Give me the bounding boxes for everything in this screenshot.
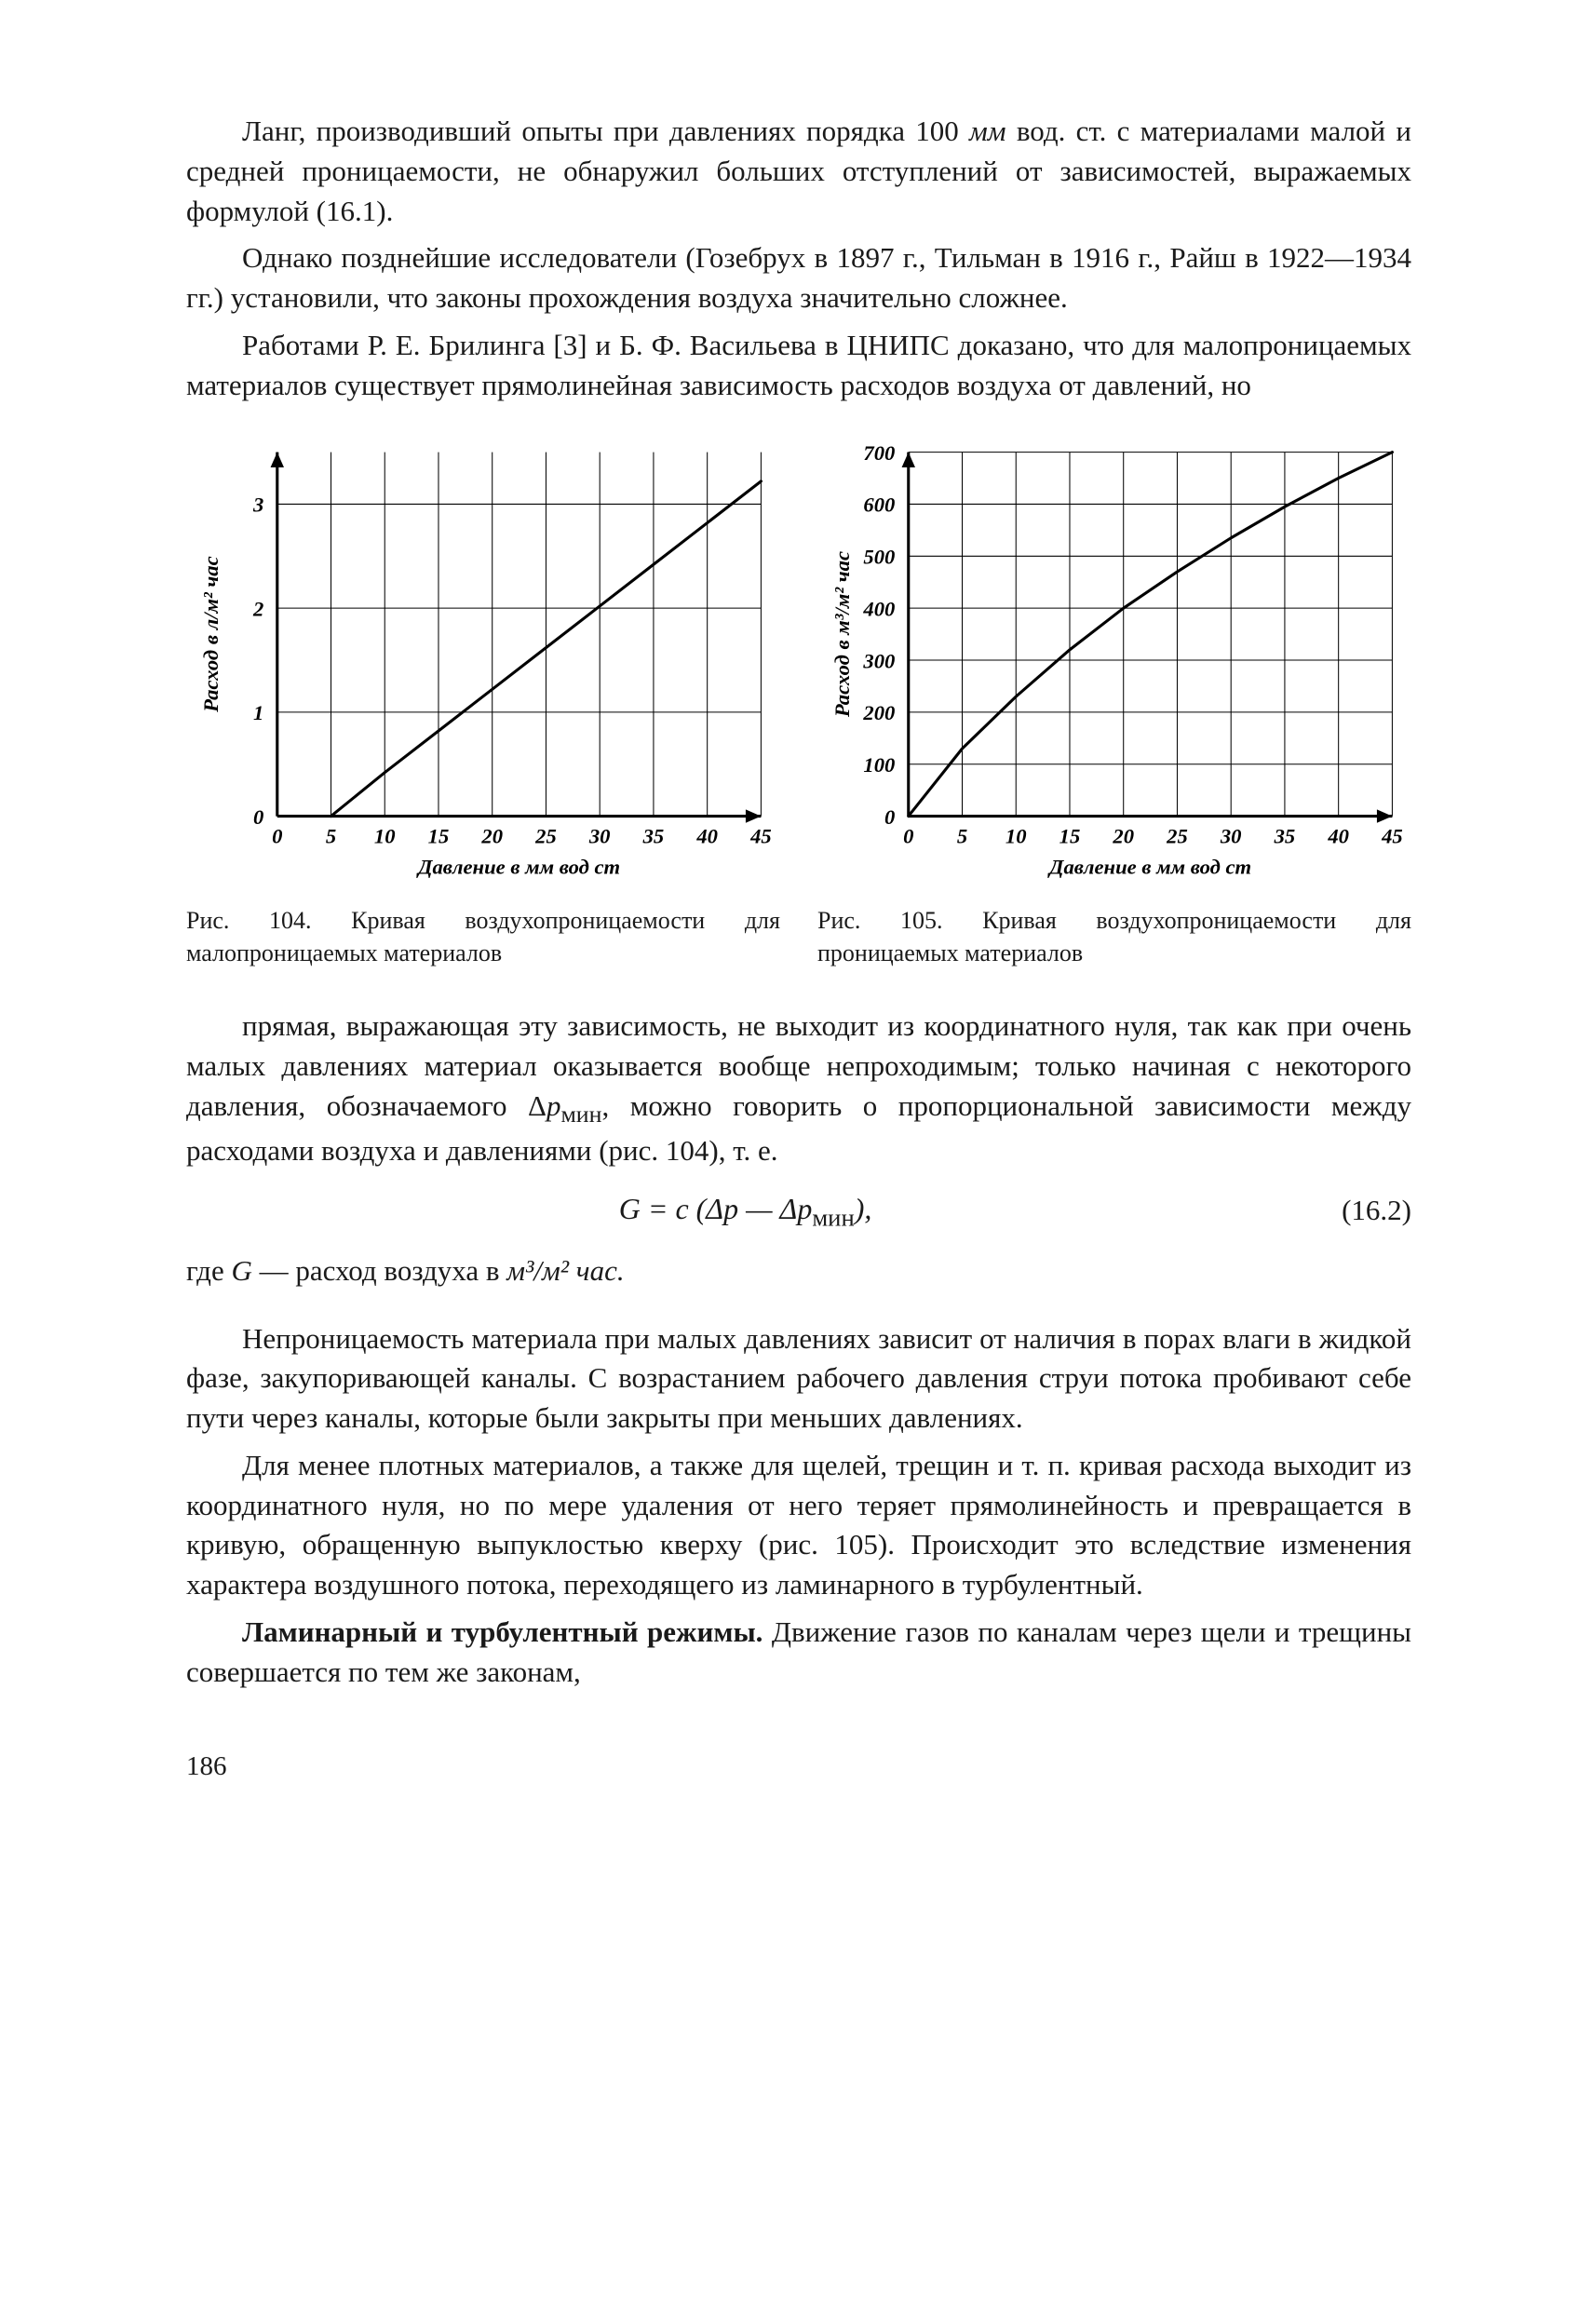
svg-text:40: 40: [695, 825, 718, 848]
svg-text:40: 40: [1327, 825, 1349, 848]
svg-text:45: 45: [749, 825, 772, 848]
svg-text:Расход в м³/м² час: Расход в м³/м² час: [830, 551, 854, 718]
svg-text:0: 0: [903, 825, 913, 848]
page-number: 186: [186, 1748, 1411, 1785]
svg-text:Давление в мм вод ст: Давление в мм вод ст: [1047, 856, 1251, 879]
page: Ланг, производивший опыты при давлениях …: [0, 0, 1579, 1897]
where-b: — расход воздуха в: [252, 1254, 506, 1287]
paragraph-7: Ламинарный и турбулентный режимы. Движен…: [186, 1613, 1411, 1693]
svg-text:15: 15: [1059, 825, 1081, 848]
paragraph-5: Непроницаемость материала при малых давл…: [186, 1319, 1411, 1439]
p1-mm: мм: [969, 115, 1006, 147]
paragraph-1: Ланг, производивший опыты при давлениях …: [186, 112, 1411, 231]
svg-text:Расход в л/м² час: Расход в л/м² час: [199, 557, 223, 714]
eq-rhs: ),: [855, 1192, 872, 1225]
svg-text:10: 10: [1005, 825, 1027, 848]
chart-105: 0 5 10 15 20 25 30 35 40 45 0 100 200 300 400 500 600 700…: [817, 433, 1411, 893]
equation-row: G = c (Δp — Δpмин), (16.2): [186, 1188, 1411, 1235]
paragraph-6: Для менее плотных материалов, а также дл…: [186, 1446, 1411, 1605]
figures-row: 0 5 10 15 20 25 30 35 40 45 0 1 2 3 Давление в мм вод …: [186, 433, 1411, 969]
svg-text:20: 20: [1112, 825, 1134, 848]
svg-text:0: 0: [272, 825, 282, 848]
svg-text:5: 5: [326, 825, 336, 848]
svg-text:Давление в мм вод ст: Давление в мм вод ст: [416, 856, 620, 879]
eq-sub: мин: [812, 1203, 854, 1231]
where-a: где: [186, 1254, 231, 1287]
p1-text-a: Ланг, производивший опыты при давлениях …: [242, 115, 969, 147]
svg-text:0: 0: [884, 805, 895, 829]
svg-text:300: 300: [862, 650, 895, 673]
p7-heading: Ламинарный и турбулентный режимы.: [242, 1615, 763, 1648]
svg-text:100: 100: [863, 753, 895, 777]
svg-text:600: 600: [863, 493, 895, 517]
svg-text:3: 3: [252, 493, 263, 517]
chart-104: 0 5 10 15 20 25 30 35 40 45 0 1 2 3 Давление в мм вод …: [186, 433, 780, 893]
svg-text:25: 25: [534, 825, 557, 848]
svg-text:35: 35: [1274, 825, 1296, 848]
svg-text:30: 30: [1220, 825, 1242, 848]
svg-text:15: 15: [428, 825, 450, 848]
paragraph-3: Работами Р. Е. Брилинга [3] и Б. Ф. Васи…: [186, 326, 1411, 406]
where-line: где G — расход воздуха в м³/м² час.: [186, 1251, 1411, 1291]
p4-min-sub: мин: [560, 1101, 601, 1128]
svg-text:20: 20: [480, 825, 503, 848]
svg-text:5: 5: [957, 825, 967, 848]
svg-text:200: 200: [862, 701, 895, 724]
caption-104: Рис. 104. Кривая воздухопроницаемости дл…: [186, 904, 780, 969]
svg-text:10: 10: [374, 825, 396, 848]
svg-text:700: 700: [863, 441, 895, 465]
eq-lhs: G = c (Δp — Δp: [619, 1192, 813, 1225]
svg-text:500: 500: [863, 546, 895, 569]
svg-text:400: 400: [862, 598, 895, 621]
svg-text:45: 45: [1381, 825, 1403, 848]
svg-text:30: 30: [588, 825, 611, 848]
paragraph-2: Однако позднейшие исследователи (Гозебру…: [186, 238, 1411, 318]
svg-text:1: 1: [253, 701, 263, 724]
figure-105: 0 5 10 15 20 25 30 35 40 45 0 100 200 300 400 500 600 700…: [817, 433, 1411, 969]
equation-16-2: G = c (Δp — Δpмин),: [619, 1188, 910, 1235]
svg-text:35: 35: [642, 825, 665, 848]
where-units: м³/м² час.: [506, 1254, 624, 1287]
svg-text:2: 2: [252, 598, 263, 621]
equation-number: (16.2): [1342, 1191, 1411, 1231]
p4-p: p: [547, 1089, 561, 1122]
svg-text:0: 0: [253, 805, 263, 829]
paragraph-4: прямая, выражающая эту зависимость, не в…: [186, 1007, 1411, 1170]
figure-104: 0 5 10 15 20 25 30 35 40 45 0 1 2 3 Давление в мм вод …: [186, 433, 780, 969]
where-G: G: [231, 1254, 251, 1287]
caption-105: Рис. 105. Кривая воздухопроницаемости дл…: [817, 904, 1411, 969]
svg-text:25: 25: [1166, 825, 1188, 848]
